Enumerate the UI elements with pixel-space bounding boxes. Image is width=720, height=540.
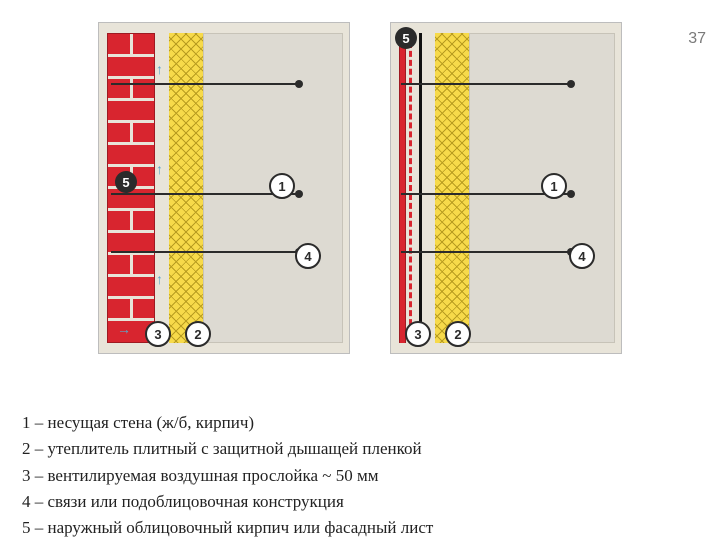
facade-sheet bbox=[399, 33, 406, 343]
badge-3: 3 bbox=[405, 321, 431, 347]
badge-2: 2 bbox=[185, 321, 211, 347]
wall-tie bbox=[111, 83, 299, 85]
airflow-arrow-icon: ↑ bbox=[156, 163, 163, 179]
legend-item-1: 1 – несущая стена (ж/б, кирпич) bbox=[22, 410, 433, 436]
section-diagram-sheet: 1 2 3 4 5 bbox=[390, 22, 622, 354]
page-number: 37 bbox=[688, 30, 706, 48]
badge-3: 3 bbox=[145, 321, 171, 347]
section-diagram-brick: ↑ ↑ ↑ → 1 2 3 4 5 bbox=[98, 22, 350, 354]
legend-item-4: 4 – связи или подоблицовочная конструкци… bbox=[22, 489, 433, 515]
legend-item-2: 2 – утеплитель плитный с защитной дышаще… bbox=[22, 436, 433, 462]
badge-1: 1 bbox=[541, 173, 567, 199]
badge-5: 5 bbox=[395, 27, 417, 49]
wall-tie bbox=[401, 251, 571, 253]
airflow-arrow-icon: ↑ bbox=[156, 273, 163, 289]
layer-vent-gap bbox=[423, 33, 435, 343]
airflow-arrow-icon: → bbox=[117, 323, 131, 339]
badge-4: 4 bbox=[295, 243, 321, 269]
badge-4: 4 bbox=[569, 243, 595, 269]
wall-tie bbox=[111, 251, 299, 253]
badge-5: 5 bbox=[115, 171, 137, 193]
legend: 1 – несущая стена (ж/б, кирпич) 2 – утеп… bbox=[22, 410, 433, 540]
legend-item-3: 3 – вентилируемая воздушная прослойка ~ … bbox=[22, 463, 433, 489]
diagram-row: ↑ ↑ ↑ → 1 2 3 4 5 1 2 3 4 5 bbox=[0, 22, 720, 354]
facade-sheet-dash bbox=[409, 33, 412, 343]
badge-2: 2 bbox=[445, 321, 471, 347]
wall-tie bbox=[401, 83, 571, 85]
layer-insulation bbox=[435, 33, 469, 343]
airflow-arrow-icon: ↑ bbox=[156, 63, 163, 79]
layer-insulation bbox=[169, 33, 203, 343]
layer-vent-gap bbox=[153, 33, 169, 343]
badge-1: 1 bbox=[269, 173, 295, 199]
substructure-line bbox=[419, 33, 422, 343]
legend-item-5: 5 – наружный облицовочный кирпич или фас… bbox=[22, 515, 433, 540]
